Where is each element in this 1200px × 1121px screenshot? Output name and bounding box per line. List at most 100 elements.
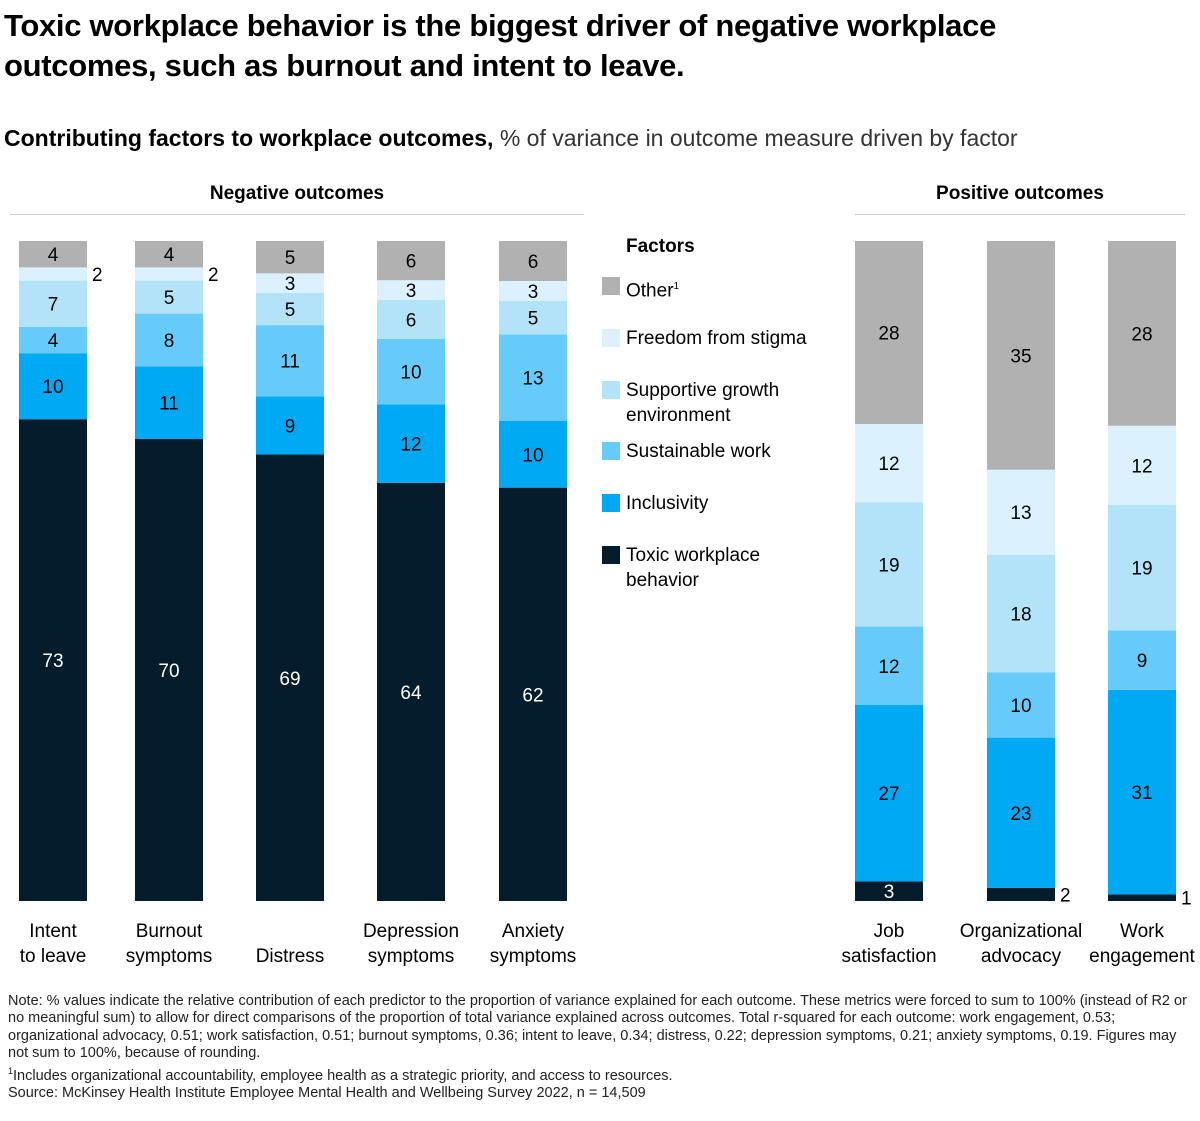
legend: Factors Other1 Freedom from stigma Support… <box>602 236 807 591</box>
legend-swatch <box>602 329 620 347</box>
chart-subtitle: Contributing factors to workplace outcom… <box>4 123 1018 153</box>
group-divider-positive <box>855 214 1185 215</box>
data-label: 2 <box>92 265 103 286</box>
bar-segment <box>256 454 324 901</box>
bar-segment <box>1108 689 1176 895</box>
data-label: 10 <box>42 377 63 398</box>
category-label: engagement <box>1089 946 1195 967</box>
data-label: 28 <box>1131 324 1152 345</box>
bar-segment <box>256 241 324 274</box>
data-label: 12 <box>1131 456 1152 477</box>
category-label: Work <box>1120 921 1164 942</box>
data-label: 5 <box>528 309 539 330</box>
category-label: symptoms <box>490 946 577 967</box>
data-label: 4 <box>164 245 175 266</box>
legend-swatch <box>602 442 620 460</box>
bar-segment <box>499 334 567 421</box>
legend-label: Toxic workplace behavior <box>626 545 761 591</box>
bar-segment <box>855 704 923 882</box>
data-label: 5 <box>164 288 175 309</box>
bar-segment <box>855 881 923 901</box>
bar-segment <box>1108 894 1176 901</box>
bar-segment <box>19 353 87 420</box>
data-label: 9 <box>285 416 296 437</box>
category-label: advocacy <box>981 946 1062 967</box>
data-label: 9 <box>1137 651 1148 672</box>
data-label: 6 <box>406 252 417 273</box>
legend-item: Toxic workplace behavior <box>602 543 836 593</box>
legend-item: Inclusivity <box>602 491 836 516</box>
legend-swatch <box>602 494 620 512</box>
category-label: Organizational <box>960 921 1083 942</box>
source-text: Source: McKinsey Health Institute Employ… <box>8 1084 646 1101</box>
legend-swatch <box>602 277 620 295</box>
group-label-positive: Positive outcomes <box>936 183 1104 204</box>
legend-swatch <box>602 546 620 564</box>
category-label: Intent <box>29 921 77 942</box>
bar-segment <box>19 280 87 327</box>
data-label: 3 <box>285 274 296 295</box>
bar-segment <box>19 419 87 901</box>
legend-item: Sustainable work <box>602 439 836 464</box>
data-label: 64 <box>400 683 422 704</box>
data-label: 2 <box>1060 885 1071 906</box>
data-label: 3 <box>884 882 895 903</box>
bar-segment <box>135 241 203 268</box>
bar-segment <box>19 241 87 268</box>
legend-swatch <box>602 381 620 399</box>
category-label: Burnout <box>136 921 203 942</box>
bar-segment <box>377 241 445 281</box>
data-label: 6 <box>528 252 539 273</box>
bar-segment <box>135 267 203 281</box>
bar-segment <box>256 273 324 293</box>
bar-segment <box>1108 425 1176 505</box>
data-label: 12 <box>400 435 421 456</box>
bar-segment <box>256 325 324 397</box>
bar-segment <box>499 281 567 301</box>
bar-segment <box>1108 505 1176 631</box>
category-label: Depression <box>363 921 459 942</box>
data-label: 23 <box>1010 804 1031 825</box>
group-label-negative: Negative outcomes <box>209 183 385 204</box>
bar-segment <box>377 280 445 300</box>
bar-segment <box>377 299 445 340</box>
category-label: to leave <box>20 946 87 967</box>
bar-segment <box>499 421 567 488</box>
bar-segment <box>987 241 1055 470</box>
group-divider-negative <box>10 214 584 215</box>
data-label: 13 <box>522 369 543 390</box>
legend-label: Sustainable work <box>626 441 771 462</box>
data-label: 69 <box>279 669 300 690</box>
data-label: 27 <box>878 784 899 805</box>
footnote-text: 1Includes organizational accountability,… <box>8 1063 1188 1085</box>
category-label: Distress <box>256 946 325 967</box>
data-label: 3 <box>406 281 417 302</box>
data-label: 11 <box>280 352 300 373</box>
data-label: 19 <box>1131 559 1152 580</box>
bar-segment <box>256 292 324 326</box>
data-label: 28 <box>878 323 899 344</box>
data-label: 62 <box>522 685 543 706</box>
data-label: 12 <box>878 657 899 678</box>
bar-segment <box>135 313 203 367</box>
bar-segment <box>256 396 324 455</box>
bar-segment <box>987 554 1055 673</box>
bar-segment <box>987 672 1055 738</box>
data-label: 5 <box>285 248 296 269</box>
category-label: Job <box>874 921 905 942</box>
bar-segment <box>1108 241 1176 426</box>
subtitle-bold: Contributing factors to workplace outcom… <box>4 125 494 151</box>
data-label: 70 <box>158 661 179 682</box>
data-label: 13 <box>1010 503 1031 524</box>
footnote-mark: 1 <box>8 1065 14 1076</box>
category-label: Anxiety <box>502 921 565 942</box>
data-label: 6 <box>406 310 417 331</box>
bar-segment <box>987 887 1055 901</box>
data-label: 11 <box>159 394 179 415</box>
data-label: 5 <box>285 300 296 321</box>
legend-item: Freedom from stigma <box>602 326 836 351</box>
bar-segment <box>19 267 87 281</box>
bar-segment <box>135 439 203 901</box>
legend-item: Supportive growth environment <box>602 378 836 428</box>
